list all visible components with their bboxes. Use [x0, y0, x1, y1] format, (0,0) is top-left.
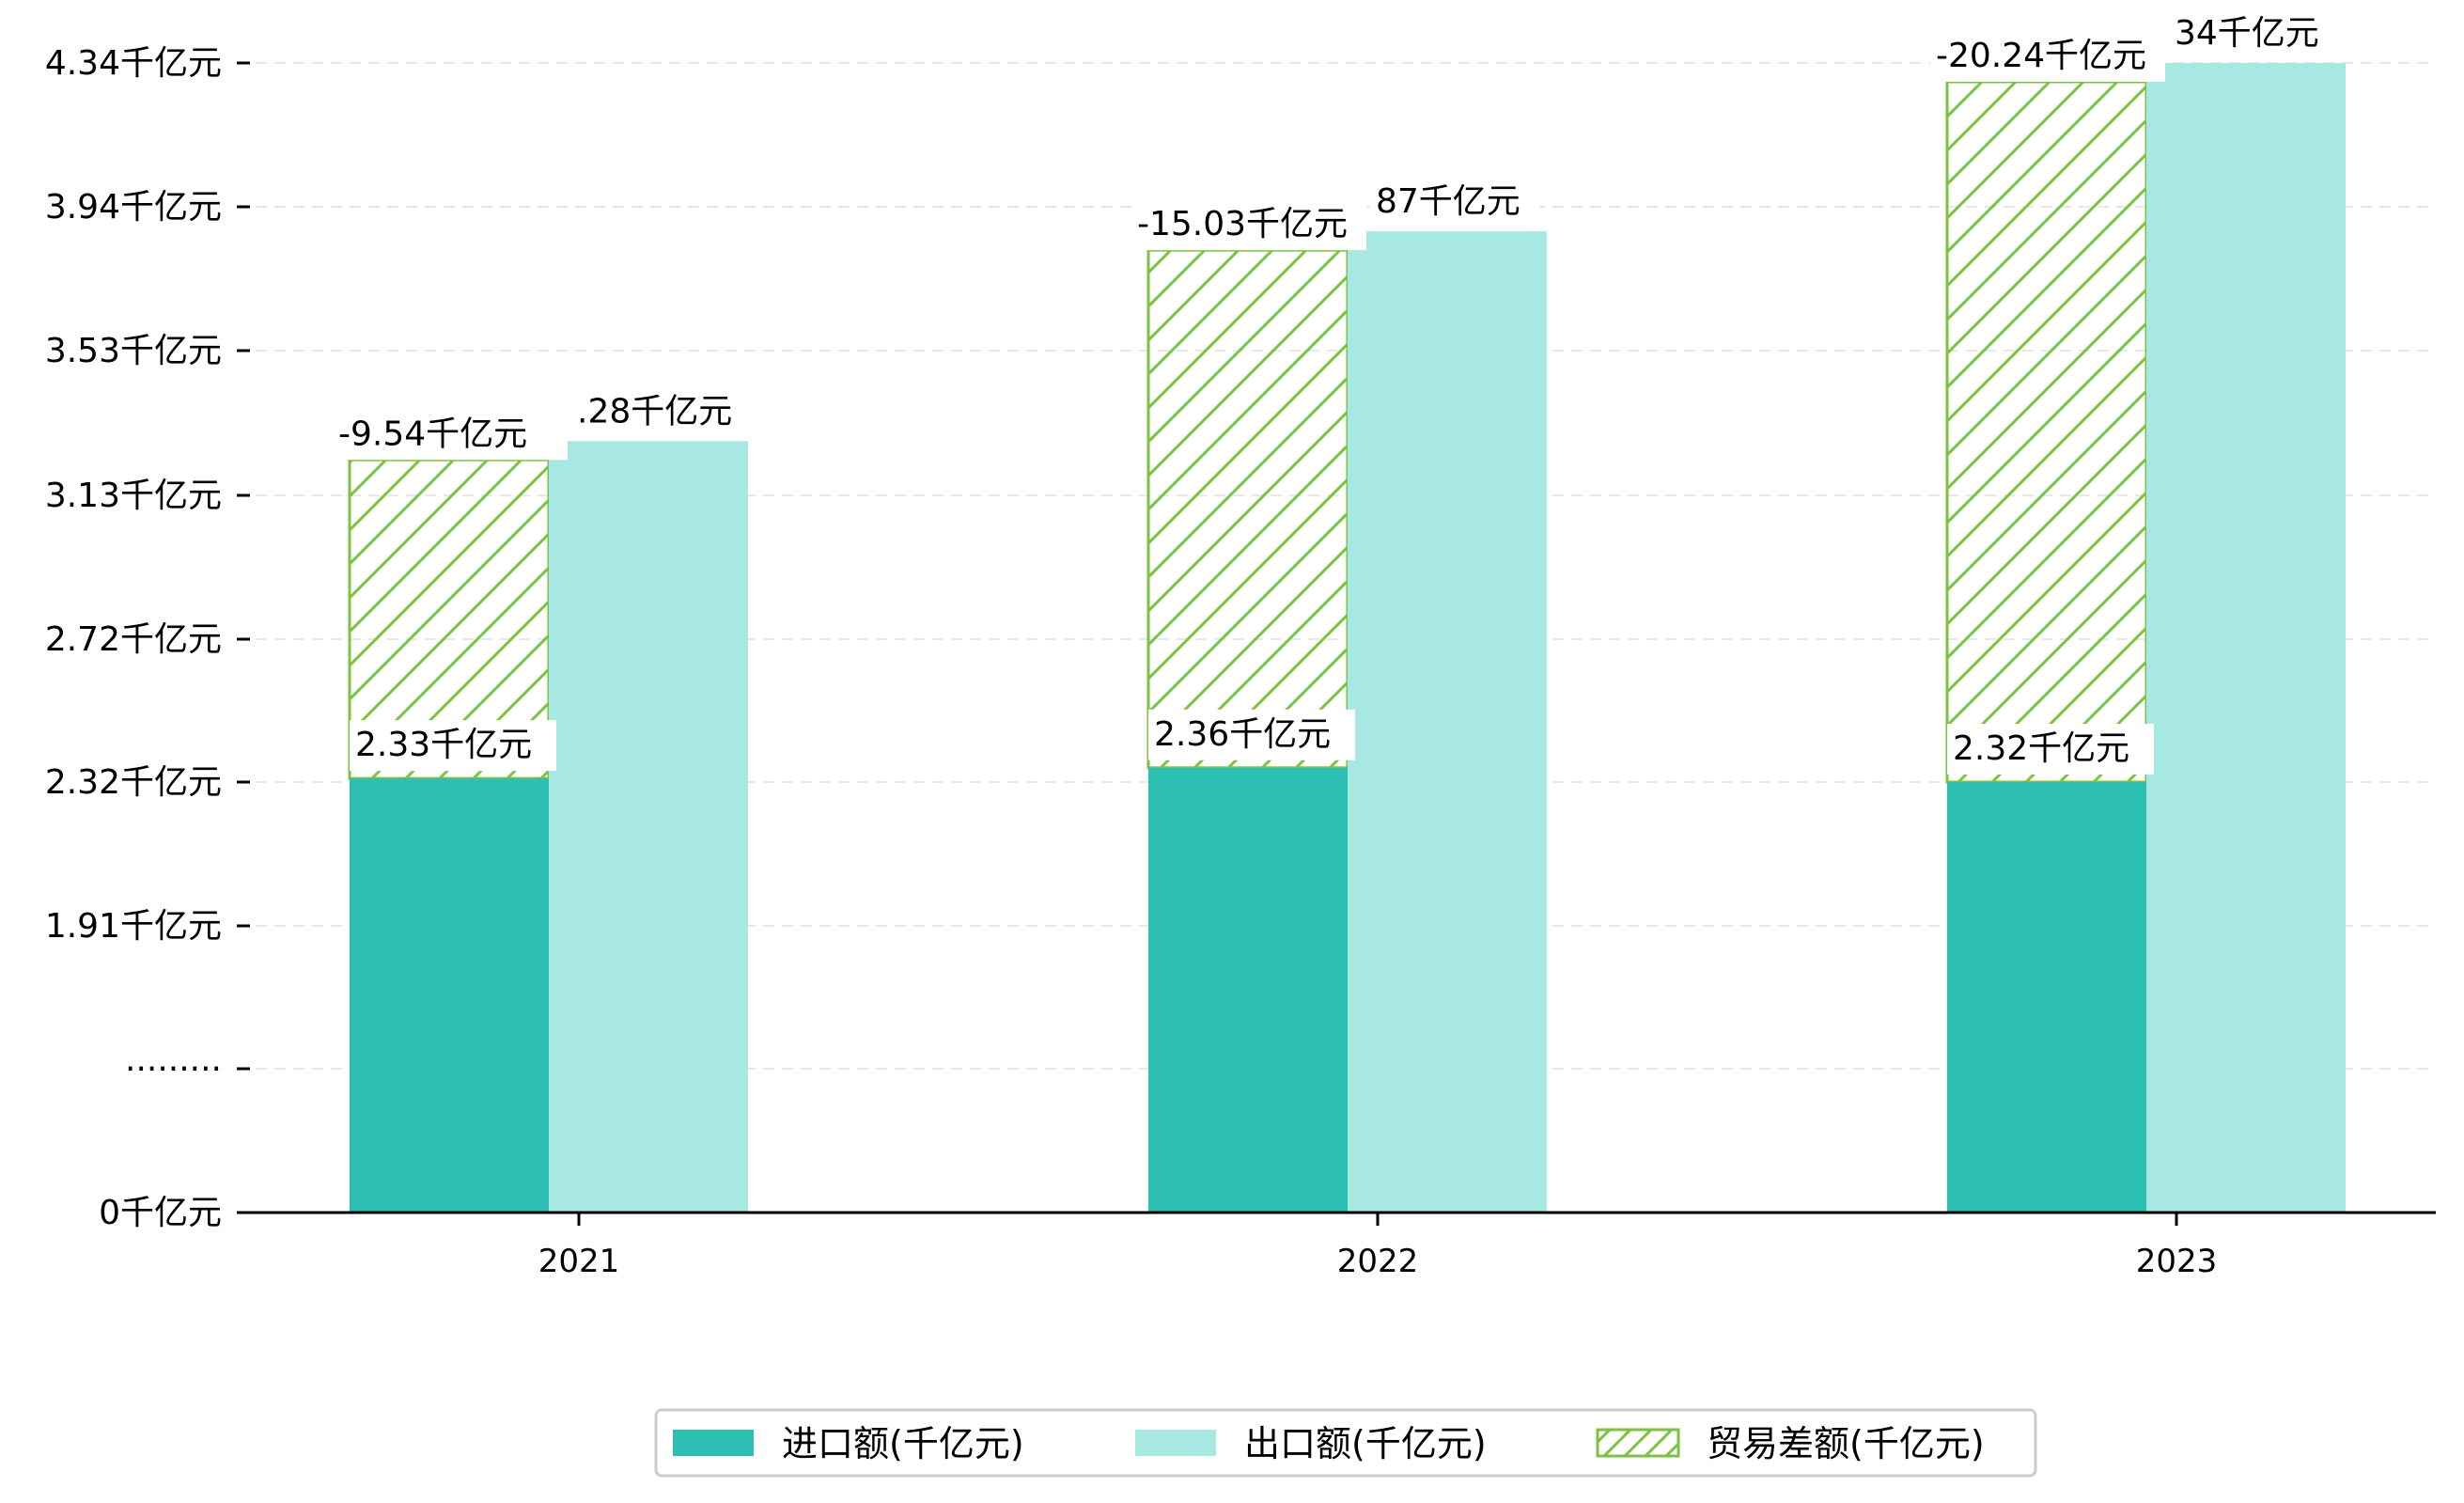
import-value-label-bg [1947, 724, 2154, 775]
export-value-label-bg [571, 386, 741, 438]
import-bar [1148, 767, 1348, 1213]
y-tick-label: 2.32千亿元 [45, 763, 222, 802]
legend-swatch-import [673, 1430, 754, 1456]
y-tick-label: 0千亿元 [99, 1194, 222, 1232]
import-value-label: 2.32千亿元 [1953, 729, 2129, 768]
y-tick-label: 1.91千亿元 [45, 907, 222, 946]
import-bar [1947, 782, 2146, 1213]
trade-balance-value-label: -15.03千亿元 [1137, 205, 1348, 243]
export-value-label-bg [1370, 177, 1539, 228]
legend: 进口额(千亿元) 出口额(千亿元) 贸易差额(千亿元) [654, 1408, 2037, 1478]
import-value-label-bg [1148, 709, 1355, 760]
y-tick-label: 4.34千亿元 [45, 44, 222, 83]
trade-balance-value-label: -9.54千亿元 [338, 415, 527, 453]
import-value-label: 2.36千亿元 [1154, 715, 1331, 754]
import-value-label: 2.33千亿元 [355, 726, 532, 764]
x-tick-label: 2021 [538, 1243, 620, 1280]
y-tick-label: 3.13千亿元 [45, 477, 222, 515]
import-bar [350, 778, 549, 1213]
export-value-label: .28千亿元 [577, 392, 732, 431]
y-tick-label: 2.72千亿元 [45, 620, 222, 659]
export-value-label: 87千亿元 [1376, 182, 1521, 221]
export-bar [2146, 63, 2346, 1213]
x-tick-label: 2022 [1337, 1243, 1419, 1280]
y-tick-label: 3.53千亿元 [45, 332, 222, 370]
import-value-label-bg [350, 720, 556, 772]
data-labels: 2.33千亿元 -9.54千亿元 .28千亿元 2.36千亿元 -15.03千亿元 87千… [333, 8, 2338, 775]
trade-balance-bar [1146, 248, 1349, 770]
x-tick-label: 2023 [2136, 1243, 2218, 1280]
bars [348, 63, 2346, 1213]
trade-balance-value-label: -20.24千亿元 [1936, 37, 2146, 75]
trade-balance-value-label-bg [1131, 199, 1366, 251]
legend-label: 贸易差额(千亿元) [1707, 1423, 1985, 1464]
export-bar [1348, 231, 1547, 1213]
legend-swatch-trade-balance [1596, 1428, 1680, 1458]
legend-box [654, 1408, 2037, 1478]
legend-label: 进口额(千亿元) [782, 1423, 1024, 1464]
export-value-label-bg [2169, 8, 2338, 59]
trade-balance-bar [1945, 80, 2148, 784]
legend-label: 出口额(千亿元) [1244, 1423, 1487, 1464]
legend-swatch-export [1135, 1430, 1216, 1456]
trade-balance-value-label-bg [333, 409, 568, 461]
y-tick-label: ········· [125, 1050, 222, 1088]
axes: 0千亿元 ········· 1.91千亿元 2.32千亿元 2.72千亿元 3.13千亿… [45, 44, 2436, 1280]
export-value-label: 34千亿元 [2175, 14, 2319, 53]
export-bar [549, 441, 748, 1213]
trade-balance-value-label-bg [1930, 31, 2165, 82]
y-tick-label: 3.94千亿元 [45, 188, 222, 227]
